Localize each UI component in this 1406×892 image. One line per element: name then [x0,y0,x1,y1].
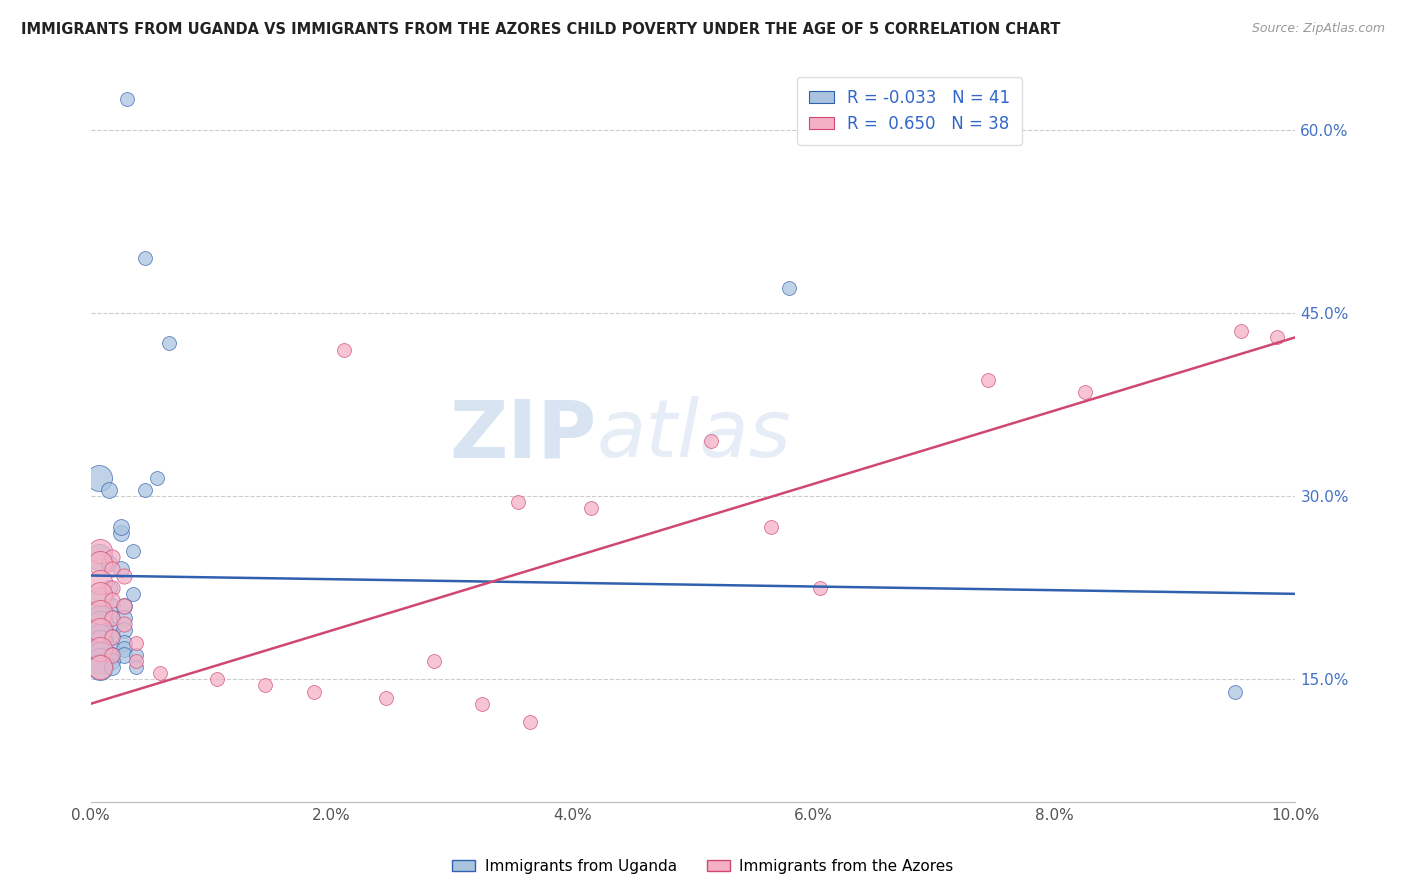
Point [302,684,325,698]
Point [112,624,135,638]
Point [89,630,111,644]
Point [146,471,169,485]
Point [89,593,111,607]
Point [149,666,172,681]
Point [101,611,124,625]
Point [89,544,111,558]
Point [97,483,120,497]
Point [97,557,120,571]
Point [101,593,124,607]
Point [471,697,494,711]
Point [101,550,124,565]
Point [110,525,132,540]
Point [579,501,602,516]
Point [87,471,110,485]
Point [112,636,135,650]
Point [112,568,135,582]
Point [101,624,124,638]
Point [101,648,124,662]
Point [89,641,111,656]
Point [112,617,135,632]
Text: IMMIGRANTS FROM UGANDA VS IMMIGRANTS FROM THE AZORES CHILD POVERTY UNDER THE AGE: IMMIGRANTS FROM UGANDA VS IMMIGRANTS FRO… [21,22,1060,37]
Point [125,654,148,668]
Point [101,630,124,644]
Point [423,654,446,668]
Point [519,715,541,730]
Point [125,636,148,650]
Point [112,641,135,656]
Point [97,581,120,595]
Point [89,636,111,650]
Point [101,660,124,674]
Point [89,624,111,638]
Text: ZIP: ZIP [450,396,596,474]
Point [374,690,396,705]
Point [808,581,831,595]
Point [101,654,124,668]
Point [761,519,783,533]
Point [700,434,723,449]
Point [89,557,111,571]
Point [110,519,132,533]
Point [89,660,111,674]
Point [121,544,143,558]
Point [134,483,156,497]
Point [157,336,180,351]
Point [125,660,148,674]
Point [112,648,135,662]
Point [89,654,111,668]
Point [101,641,124,656]
Point [89,587,111,601]
Point [89,611,111,625]
Point [115,92,138,106]
Point [101,630,124,644]
Point [101,562,124,576]
Point [89,660,111,674]
Point [87,550,110,565]
Point [110,562,132,576]
Point [112,599,135,613]
Point [977,373,1000,387]
Point [89,605,111,619]
Point [112,599,135,613]
Point [101,648,124,662]
Point [508,495,530,509]
Text: Source: ZipAtlas.com: Source: ZipAtlas.com [1251,22,1385,36]
Point [89,617,111,632]
Point [125,648,148,662]
Point [89,648,111,662]
Point [89,574,111,589]
Legend: Immigrants from Uganda, Immigrants from the Azores: Immigrants from Uganda, Immigrants from … [446,853,960,880]
Point [1225,684,1247,698]
Point [254,678,277,692]
Point [205,673,228,687]
Point [112,611,135,625]
Legend: R = -0.033   N = 41, R =  0.650   N = 38: R = -0.033 N = 41, R = 0.650 N = 38 [797,77,1022,145]
Point [1230,324,1253,338]
Point [134,251,156,265]
Point [778,281,800,295]
Point [121,587,143,601]
Point [1073,385,1095,400]
Point [1267,330,1289,344]
Point [101,599,124,613]
Point [332,343,354,357]
Text: atlas: atlas [596,396,792,474]
Point [101,611,124,625]
Point [101,581,124,595]
